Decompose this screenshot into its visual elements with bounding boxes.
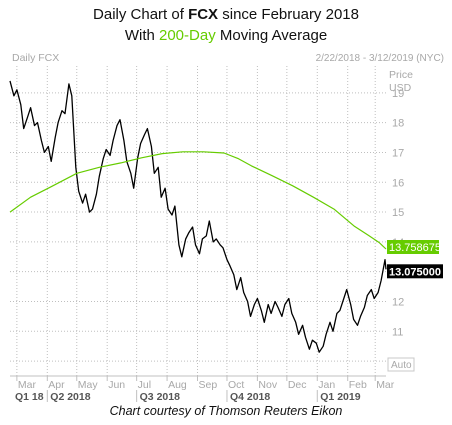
price-chart: 10111213141516171819 MarAprMayJunJulAugS… — [9, 52, 444, 402]
x-tick-label: Sep — [199, 379, 218, 391]
x-tick-label: Jul — [138, 379, 151, 391]
y-axis: 10111213141516171819 — [392, 88, 404, 368]
quarter-label: Q1 18 — [15, 391, 44, 402]
quarter-label: Q3 2018 — [140, 391, 180, 402]
x-tick-label: Mar — [18, 379, 37, 391]
grid — [10, 66, 386, 376]
last-price-label-bg — [387, 264, 443, 279]
y-axis-title-usd: USD — [389, 82, 412, 94]
title-line-2: With 200-Day Moving Average — [124, 27, 328, 44]
chart-label: Daily FCX — [12, 52, 59, 64]
last-price-label-text: 13.075000 — [389, 266, 441, 278]
x-tick-label: Mar — [376, 379, 395, 391]
x-tick-label: Nov — [258, 379, 277, 391]
y-tick-label: 12 — [392, 296, 404, 308]
x-tick-label: Jan — [318, 379, 335, 391]
ma-period-label: 200-Day — [159, 27, 216, 44]
ma-price-label: 13.758675 — [387, 240, 441, 254]
title-line-1: Daily Chart of FCX since February 2018 — [93, 6, 359, 23]
price-series-line — [9, 80, 387, 353]
y-tick-label: 18 — [392, 118, 404, 130]
y-axis-title-price: Price — [389, 69, 413, 81]
auto-scale-button-label[interactable]: Auto — [391, 360, 412, 371]
x-tick-label: May — [78, 379, 99, 391]
moving-average-line — [9, 151, 387, 250]
quarter-label: Q1 2019 — [320, 391, 360, 402]
quarter-label: Q4 2018 — [230, 391, 270, 402]
x-tick-label: Dec — [288, 379, 307, 391]
quarter-label: Q2 2018 — [50, 391, 90, 402]
auto-scale-button-box[interactable] — [387, 357, 415, 372]
plot-background — [10, 66, 386, 376]
x-tick-label: Aug — [168, 379, 187, 391]
y-tick-label: 17 — [392, 147, 404, 159]
y-tick-label: 15 — [392, 207, 404, 219]
y-tick-label: 11 — [392, 326, 403, 338]
last-price-label: 13.075000 — [387, 264, 443, 279]
x-axis: Mar Apr May Jun Jul Aug Sep Oct Nov Dec Jan Feb MarQ… — [10, 375, 395, 402]
y-tick-label: 16 — [392, 177, 404, 189]
ticker: FCX — [188, 6, 219, 23]
ma-price-label-bg — [387, 240, 439, 254]
ma-price-label-text: 13.758675 — [389, 242, 441, 254]
x-tick-label: Jun — [108, 379, 125, 391]
y-tick-label: 19 — [392, 88, 404, 100]
chart-caption: Chart courtesy of Thomson Reuters Eikon — [109, 404, 343, 418]
chart-title: Daily Chart of FCX since February 2018 W… — [0, 4, 452, 46]
x-tick-label: Oct — [228, 379, 244, 391]
series-layer — [9, 80, 387, 353]
date-range: 2/22/2018 - 3/12/2019 (NYC) — [316, 53, 444, 64]
auto-scale-button[interactable]: Auto — [387, 357, 415, 372]
x-tick-label: Apr — [48, 379, 65, 391]
x-tick-label: Feb — [349, 379, 367, 391]
